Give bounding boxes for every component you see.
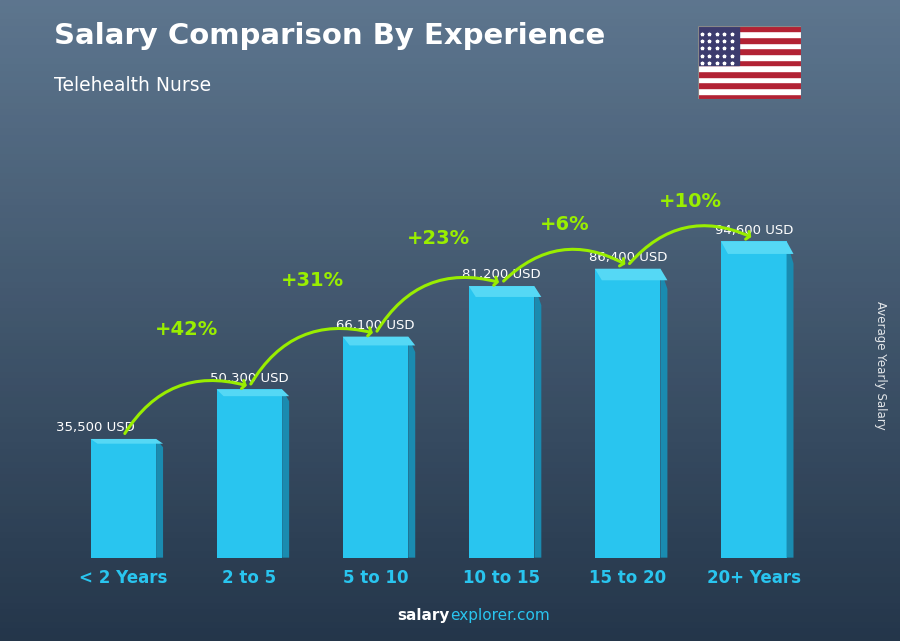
Polygon shape [409, 337, 415, 558]
Polygon shape [469, 286, 541, 297]
Text: 50,300 USD: 50,300 USD [210, 372, 289, 385]
Bar [698, 88, 801, 94]
Bar [91, 439, 156, 558]
Text: explorer.com: explorer.com [450, 608, 550, 623]
Polygon shape [721, 241, 794, 254]
Bar [698, 37, 801, 43]
Text: +10%: +10% [659, 192, 722, 210]
Polygon shape [156, 439, 163, 558]
Polygon shape [661, 269, 668, 558]
Bar [217, 390, 283, 558]
Bar [595, 269, 661, 558]
Bar [698, 77, 801, 82]
Polygon shape [343, 337, 415, 345]
Bar [698, 65, 801, 71]
Text: 81,200 USD: 81,200 USD [463, 269, 541, 281]
Bar [698, 60, 801, 65]
Bar [469, 286, 535, 558]
Text: +6%: +6% [540, 215, 590, 234]
Text: +31%: +31% [281, 271, 344, 290]
Text: +42%: +42% [155, 320, 218, 340]
Bar [343, 337, 409, 558]
Bar [698, 94, 801, 99]
Polygon shape [217, 390, 289, 396]
Polygon shape [787, 241, 794, 558]
Text: Average Yearly Salary: Average Yearly Salary [874, 301, 886, 429]
Bar [698, 48, 801, 54]
Polygon shape [91, 439, 163, 444]
Text: 94,600 USD: 94,600 USD [715, 224, 793, 237]
Text: Salary Comparison By Experience: Salary Comparison By Experience [54, 22, 605, 51]
Text: 66,100 USD: 66,100 USD [337, 319, 415, 332]
Bar [698, 26, 801, 31]
Polygon shape [595, 269, 668, 280]
Bar [698, 54, 801, 60]
Bar [698, 43, 801, 48]
Text: salary: salary [398, 608, 450, 623]
Bar [698, 71, 801, 77]
Bar [721, 241, 787, 558]
Polygon shape [535, 286, 541, 558]
Text: +23%: +23% [407, 229, 470, 247]
Polygon shape [283, 390, 289, 558]
Bar [698, 26, 739, 65]
Text: Telehealth Nurse: Telehealth Nurse [54, 76, 212, 95]
Text: 86,400 USD: 86,400 USD [589, 251, 667, 264]
Bar [698, 82, 801, 88]
Bar [698, 31, 801, 37]
Text: 35,500 USD: 35,500 USD [56, 421, 135, 435]
